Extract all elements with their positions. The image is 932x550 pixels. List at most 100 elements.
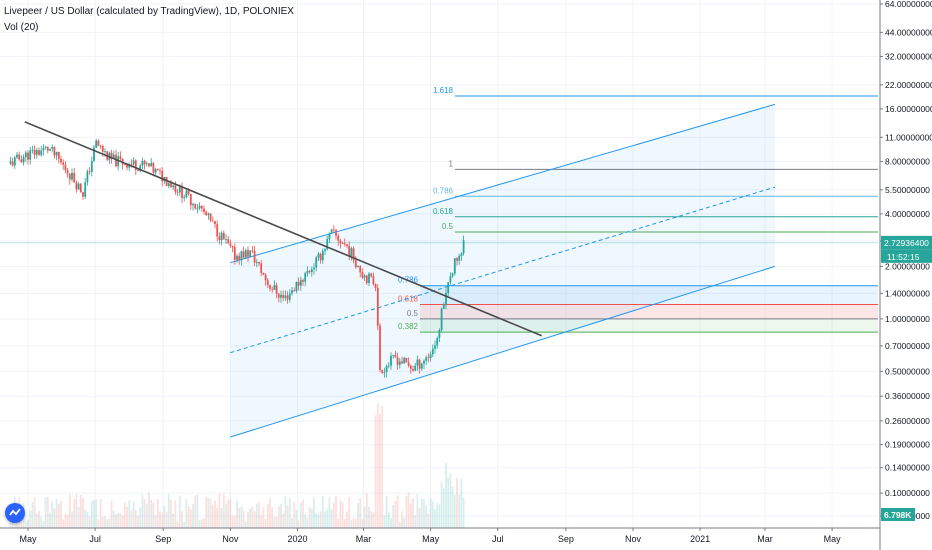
- volume-bar: [315, 512, 318, 528]
- volume-bar: [260, 515, 263, 528]
- volume-bar: [354, 519, 357, 528]
- volume-bar: [434, 509, 436, 528]
- candle-body: [352, 248, 355, 261]
- candle-body: [423, 360, 425, 364]
- volume-bar: [115, 514, 117, 528]
- candle-body: [255, 261, 258, 263]
- candle-body: [447, 282, 450, 294]
- volume-bar: [343, 518, 346, 528]
- volume-bar: [77, 506, 80, 528]
- volume-bar: [370, 511, 373, 528]
- fib-upper-level-label: 1.618: [433, 86, 454, 95]
- candle-body: [339, 240, 342, 244]
- volume-value-badge: [881, 508, 915, 521]
- candle-body: [170, 183, 172, 188]
- volume-bar: [352, 517, 355, 528]
- candle-body: [398, 361, 401, 365]
- volume-indicator-title[interactable]: Vol (20): [4, 22, 39, 33]
- candle-body: [75, 182, 78, 190]
- price-tick-label: 4.00000000: [885, 209, 930, 219]
- candle-body: [134, 160, 137, 170]
- candle-body: [233, 247, 236, 260]
- volume-bar: [119, 513, 122, 528]
- candle-body: [183, 196, 186, 199]
- volume-bar: [284, 496, 287, 528]
- symbol-title[interactable]: Livepeer / US Dollar (calculated by Trad…: [4, 6, 294, 17]
- candle-body: [209, 213, 212, 221]
- volume-bar: [176, 521, 179, 528]
- candle-body: [449, 276, 452, 283]
- candle-body: [196, 208, 199, 209]
- candle-body: [84, 182, 87, 197]
- volume-bar: [225, 504, 227, 528]
- candle-body: [442, 305, 445, 309]
- channel-lower-line: [230, 265, 776, 438]
- volume-bar: [438, 504, 441, 528]
- candle-body: [317, 253, 320, 258]
- candle-body: [403, 357, 406, 364]
- candle-body: [20, 159, 23, 163]
- volume-bar: [57, 503, 60, 528]
- time-tick-label: Sep: [155, 534, 171, 544]
- price-tick-label: 16.00000000: [885, 104, 932, 114]
- countdown-badge: [881, 249, 932, 263]
- candle-body: [18, 154, 21, 160]
- volume-bar: [398, 521, 401, 528]
- volume-bar: [350, 520, 353, 528]
- candle-body: [244, 250, 247, 258]
- candle-body: [29, 150, 32, 160]
- volume-bar: [348, 496, 351, 528]
- volume-bar: [425, 505, 428, 528]
- volume-bar: [381, 405, 384, 528]
- candle-body: [346, 244, 348, 247]
- volume-bar: [86, 511, 89, 528]
- price-tick-label: 64.00000000: [885, 0, 932, 9]
- candle-body: [365, 275, 368, 284]
- candle-body: [328, 233, 331, 240]
- volume-bar: [183, 521, 186, 528]
- candle-body: [130, 164, 133, 165]
- candle-body: [418, 359, 421, 369]
- volume-bar: [185, 499, 188, 528]
- volume-bar: [66, 514, 69, 528]
- price-axis[interactable]: 64.00000000 44.00000000 32.00000000 22.0000…: [879, 0, 932, 550]
- volume-bar: [238, 508, 241, 528]
- volume-bar: [75, 494, 78, 528]
- price-tick-label: 0.14000000: [885, 463, 930, 473]
- volume-bar: [326, 509, 329, 528]
- candle-body: [310, 269, 313, 273]
- candle-body: [291, 290, 293, 294]
- time-axis[interactable]: May Jul Sep Nov 2020 Mar May Jul Sep Nov 2021 Mar Ma…: [0, 527, 880, 544]
- channel-fill: [230, 104, 775, 438]
- volume-bar: [280, 503, 282, 528]
- candle-body: [11, 161, 14, 166]
- volume-bar: [152, 502, 155, 528]
- volume-bar: [412, 498, 414, 528]
- volume-bar: [42, 520, 45, 528]
- volume-bar: [93, 499, 95, 528]
- volume-bar: [40, 516, 43, 528]
- candle-body: [383, 371, 386, 373]
- volume-bar: [297, 520, 300, 528]
- fib-lower-band: [420, 285, 878, 305]
- candle-body: [172, 185, 175, 188]
- candle-body: [416, 359, 419, 366]
- parallel-channel: [230, 103, 776, 438]
- candle-body: [145, 163, 148, 165]
- tradingview-logo-icon[interactable]: [5, 503, 25, 523]
- candle-body: [456, 258, 458, 261]
- candle-body: [260, 263, 263, 273]
- fib-upper-level-label: 0.5: [442, 222, 454, 231]
- price-tick-label: 22.00000000: [885, 80, 932, 90]
- candle-body: [218, 236, 221, 241]
- volume-bar: [462, 497, 465, 528]
- volume-bar: [414, 515, 417, 528]
- volume-bar: [130, 510, 133, 528]
- time-tick-label: May: [824, 534, 842, 544]
- time-tick-label: Nov: [222, 534, 239, 544]
- volume-bar: [302, 499, 304, 528]
- candle-body: [161, 171, 164, 182]
- volume-bar: [203, 518, 205, 528]
